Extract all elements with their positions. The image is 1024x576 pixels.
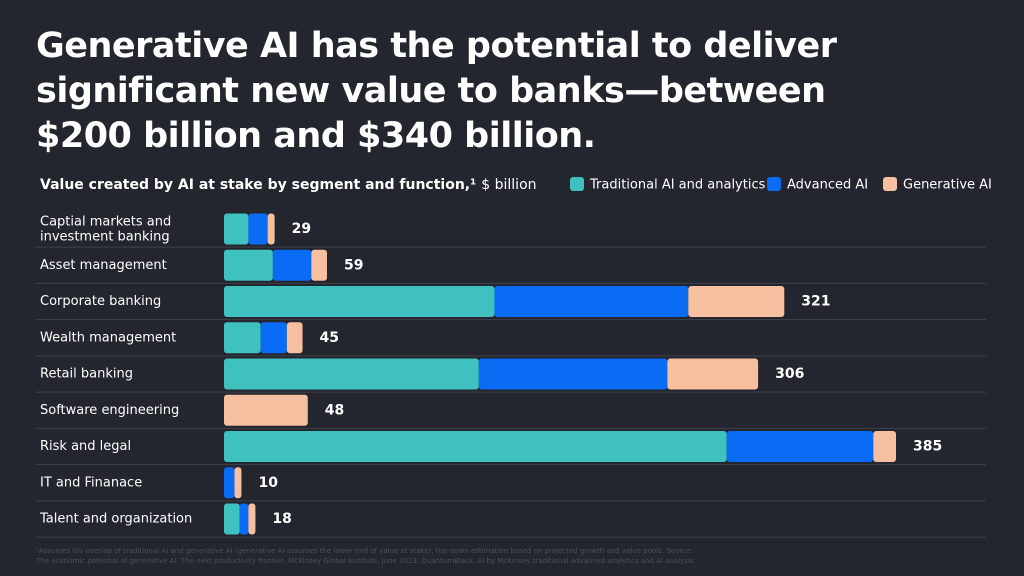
- unit: $ billion: [481, 177, 536, 193]
- total-label: 306: [775, 366, 804, 382]
- category-label: IT and Finanace: [40, 475, 142, 490]
- legend-swatch: [767, 177, 781, 191]
- bar-segment: [267, 213, 275, 245]
- category-label: Retail banking: [40, 367, 133, 382]
- bar-segment: [234, 467, 242, 499]
- bar-segment: [286, 322, 303, 354]
- bar-segment: [667, 358, 759, 390]
- bar-segment: [726, 431, 874, 462]
- bar-segment: [224, 394, 308, 426]
- legend-swatch: [570, 177, 584, 191]
- bar-segment: [224, 322, 261, 354]
- bar-segment: [260, 322, 287, 354]
- category-label: Risk and legal: [40, 439, 131, 454]
- bar-segment: [248, 213, 268, 245]
- legend-swatch: [883, 177, 897, 191]
- subtitle-text: Value created by AI at stake by segment …: [40, 177, 476, 193]
- total-label: 29: [292, 221, 311, 237]
- legend-label: Traditional AI and analytics: [589, 178, 766, 193]
- bar-segment: [494, 286, 689, 317]
- bar-segment: [311, 249, 327, 281]
- total-label: 385: [913, 439, 942, 455]
- category-label: Talent and organization: [39, 512, 192, 527]
- footnote: ¹Assumes 0% overlap of traditional AI an…: [36, 547, 693, 555]
- bar-segment: [224, 249, 273, 281]
- total-label: 321: [801, 294, 830, 310]
- total-label: 10: [258, 475, 278, 491]
- bar-segment: [248, 503, 256, 535]
- footnote: The economic potential of generative AI:…: [35, 557, 694, 565]
- bar-segment: [239, 503, 249, 535]
- category-label: Software engineering: [40, 403, 179, 418]
- category-label: Wealth management: [40, 330, 176, 345]
- bar-segment: [224, 431, 727, 462]
- bar-segment: [478, 358, 668, 390]
- bar-segment: [224, 503, 240, 535]
- bar-segment: [272, 249, 312, 281]
- bar-segment: [224, 286, 495, 317]
- total-label: 18: [272, 511, 291, 527]
- category-label: Captial markets and investment banking: [40, 214, 171, 244]
- bar-segment: [688, 286, 785, 317]
- title-line: Generative AI has the potential to deliv…: [36, 26, 838, 66]
- bar-segment: [224, 467, 235, 499]
- legend-label: Advanced AI: [787, 178, 868, 193]
- category-label: Asset management: [40, 258, 167, 273]
- total-label: 48: [325, 402, 344, 418]
- bar-segment: [224, 358, 479, 390]
- total-label: 45: [320, 330, 339, 346]
- title-line: significant new value to banks—between: [36, 71, 826, 111]
- bar-segment: [873, 431, 896, 462]
- subtitle: Value created by AI at stake by segment …: [40, 177, 537, 193]
- legend-label: Generative AI: [903, 178, 992, 193]
- bar-segment: [224, 213, 249, 245]
- total-label: 59: [344, 257, 363, 273]
- category-label: Corporate banking: [40, 294, 161, 309]
- title-line: $200 billion and $340 billion.: [36, 116, 595, 156]
